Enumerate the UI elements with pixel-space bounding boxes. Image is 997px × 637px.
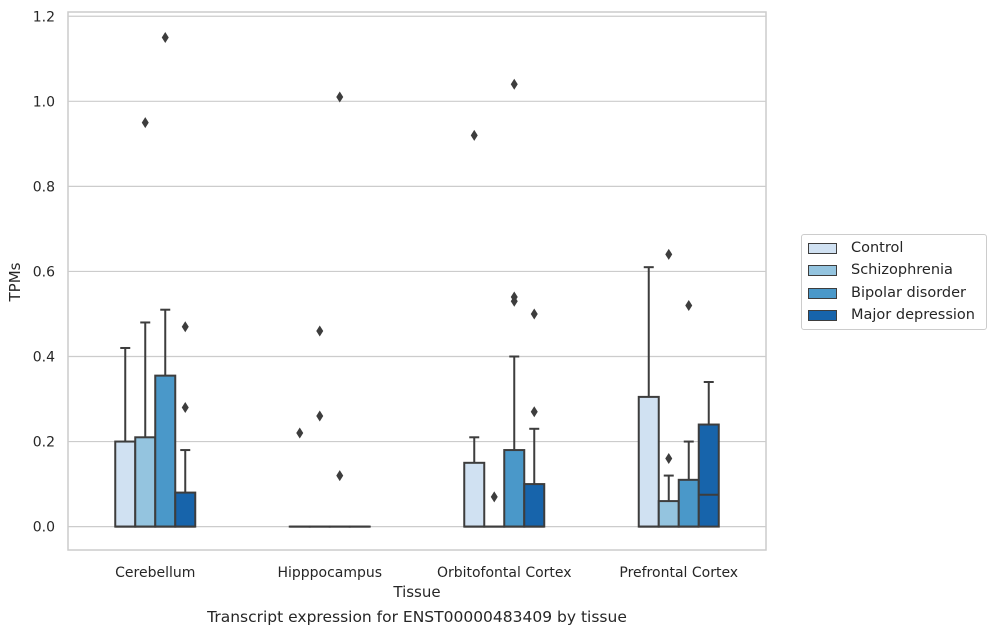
x-tick-label: Hipppocampus (277, 565, 382, 581)
legend-label-control: Control (851, 240, 904, 256)
y-tick-label: 0.0 (33, 520, 55, 536)
outlier-point (510, 78, 518, 90)
legend-item-major-depression: Major depression (808, 305, 975, 325)
box-body (677, 478, 700, 528)
legend-swatch-major-depression (808, 309, 837, 321)
box-schizophrenia-cerebellum (134, 117, 157, 528)
box-bipolar-disorder-prefrontal-cortex (677, 299, 700, 528)
outlier-point (685, 299, 693, 311)
box-major-depression-orbitofontal-cortex (523, 308, 546, 528)
box-schizophrenia-prefrontal-cortex (657, 248, 680, 528)
outlier-point (161, 32, 169, 44)
outlier-point (510, 291, 518, 303)
box-control-orbitofontal-cortex (463, 129, 486, 528)
box-control-cerebellum (114, 346, 137, 528)
box-bipolar-disorder-orbitofontal-cortex (503, 78, 526, 528)
box-body (523, 483, 546, 528)
outlier-point (530, 406, 538, 418)
box-schizophrenia-hipppocampus (308, 325, 331, 528)
outlier-point (665, 248, 673, 260)
y-tick-label: 0.6 (33, 264, 55, 280)
box-bipolar-disorder-cerebellum (154, 32, 177, 528)
legend-item-control: Control (808, 238, 903, 258)
outlier-point (470, 129, 478, 141)
box-body (657, 500, 680, 528)
chart-caption: Transcript expression for ENST0000048340… (207, 608, 627, 626)
x-tick-label: Orbitofontal Cortex (437, 565, 572, 581)
box-major-depression-prefrontal-cortex (697, 381, 720, 528)
box-body (463, 461, 486, 528)
box-body (503, 449, 526, 528)
plot-frame (67, 11, 767, 551)
box-body (174, 491, 197, 528)
outlier-point (181, 321, 189, 333)
box-plots (114, 32, 720, 528)
legend-item-schizophrenia: Schizophrenia (808, 260, 953, 280)
box-body (637, 395, 660, 528)
outlier-point (665, 453, 673, 465)
legend: Control Schizophrenia Bipolar disorder M… (801, 234, 987, 330)
gridlines (68, 15, 766, 528)
outlier-point (296, 427, 304, 439)
box-bipolar-disorder-hipppocampus (328, 91, 351, 528)
box-body (697, 423, 720, 528)
legend-swatch-bipolar-disorder (808, 287, 837, 299)
legend-label-major-depression: Major depression (851, 307, 975, 323)
box-control-prefrontal-cortex (637, 266, 660, 528)
y-tick-labels: 0.0 0.2 0.4 0.6 0.8 1.0 1.2 (33, 9, 55, 535)
outlier-point (141, 117, 149, 129)
box-body (154, 374, 177, 528)
y-tick-label: 0.8 (33, 179, 55, 195)
outlier-point (530, 308, 538, 320)
box-body (114, 440, 137, 528)
legend-label-schizophrenia: Schizophrenia (851, 262, 953, 278)
outlier-point (316, 410, 324, 422)
outlier-point (316, 325, 324, 337)
y-tick-label: 0.2 (33, 435, 55, 451)
outlier-point (336, 470, 344, 482)
x-tick-label: Prefrontal Cortex (619, 565, 738, 581)
outlier-point (181, 402, 189, 414)
outlier-point (490, 491, 498, 503)
legend-label-bipolar-disorder: Bipolar disorder (851, 285, 966, 301)
box-body (134, 436, 157, 528)
outlier-point (336, 91, 344, 103)
y-tick-label: 0.4 (33, 349, 55, 365)
box-major-depression-cerebellum (174, 321, 197, 528)
box-control-hipppocampus (288, 427, 311, 528)
x-axis-label: Tissue (392, 583, 440, 601)
legend-swatch-schizophrenia (808, 264, 837, 276)
y-tick-label: 1.0 (33, 94, 55, 110)
x-tick-label: Cerebellum (115, 565, 195, 581)
legend-swatch-control (808, 242, 837, 254)
legend-item-bipolar-disorder: Bipolar disorder (808, 283, 966, 303)
y-axis-label: TPMs (6, 262, 24, 302)
x-tick-labels: Cerebellum Hipppocampus Orbitofontal Corte… (115, 565, 738, 581)
box-schizophrenia-orbitofontal-cortex (483, 491, 506, 528)
y-tick-label: 1.2 (33, 9, 55, 25)
